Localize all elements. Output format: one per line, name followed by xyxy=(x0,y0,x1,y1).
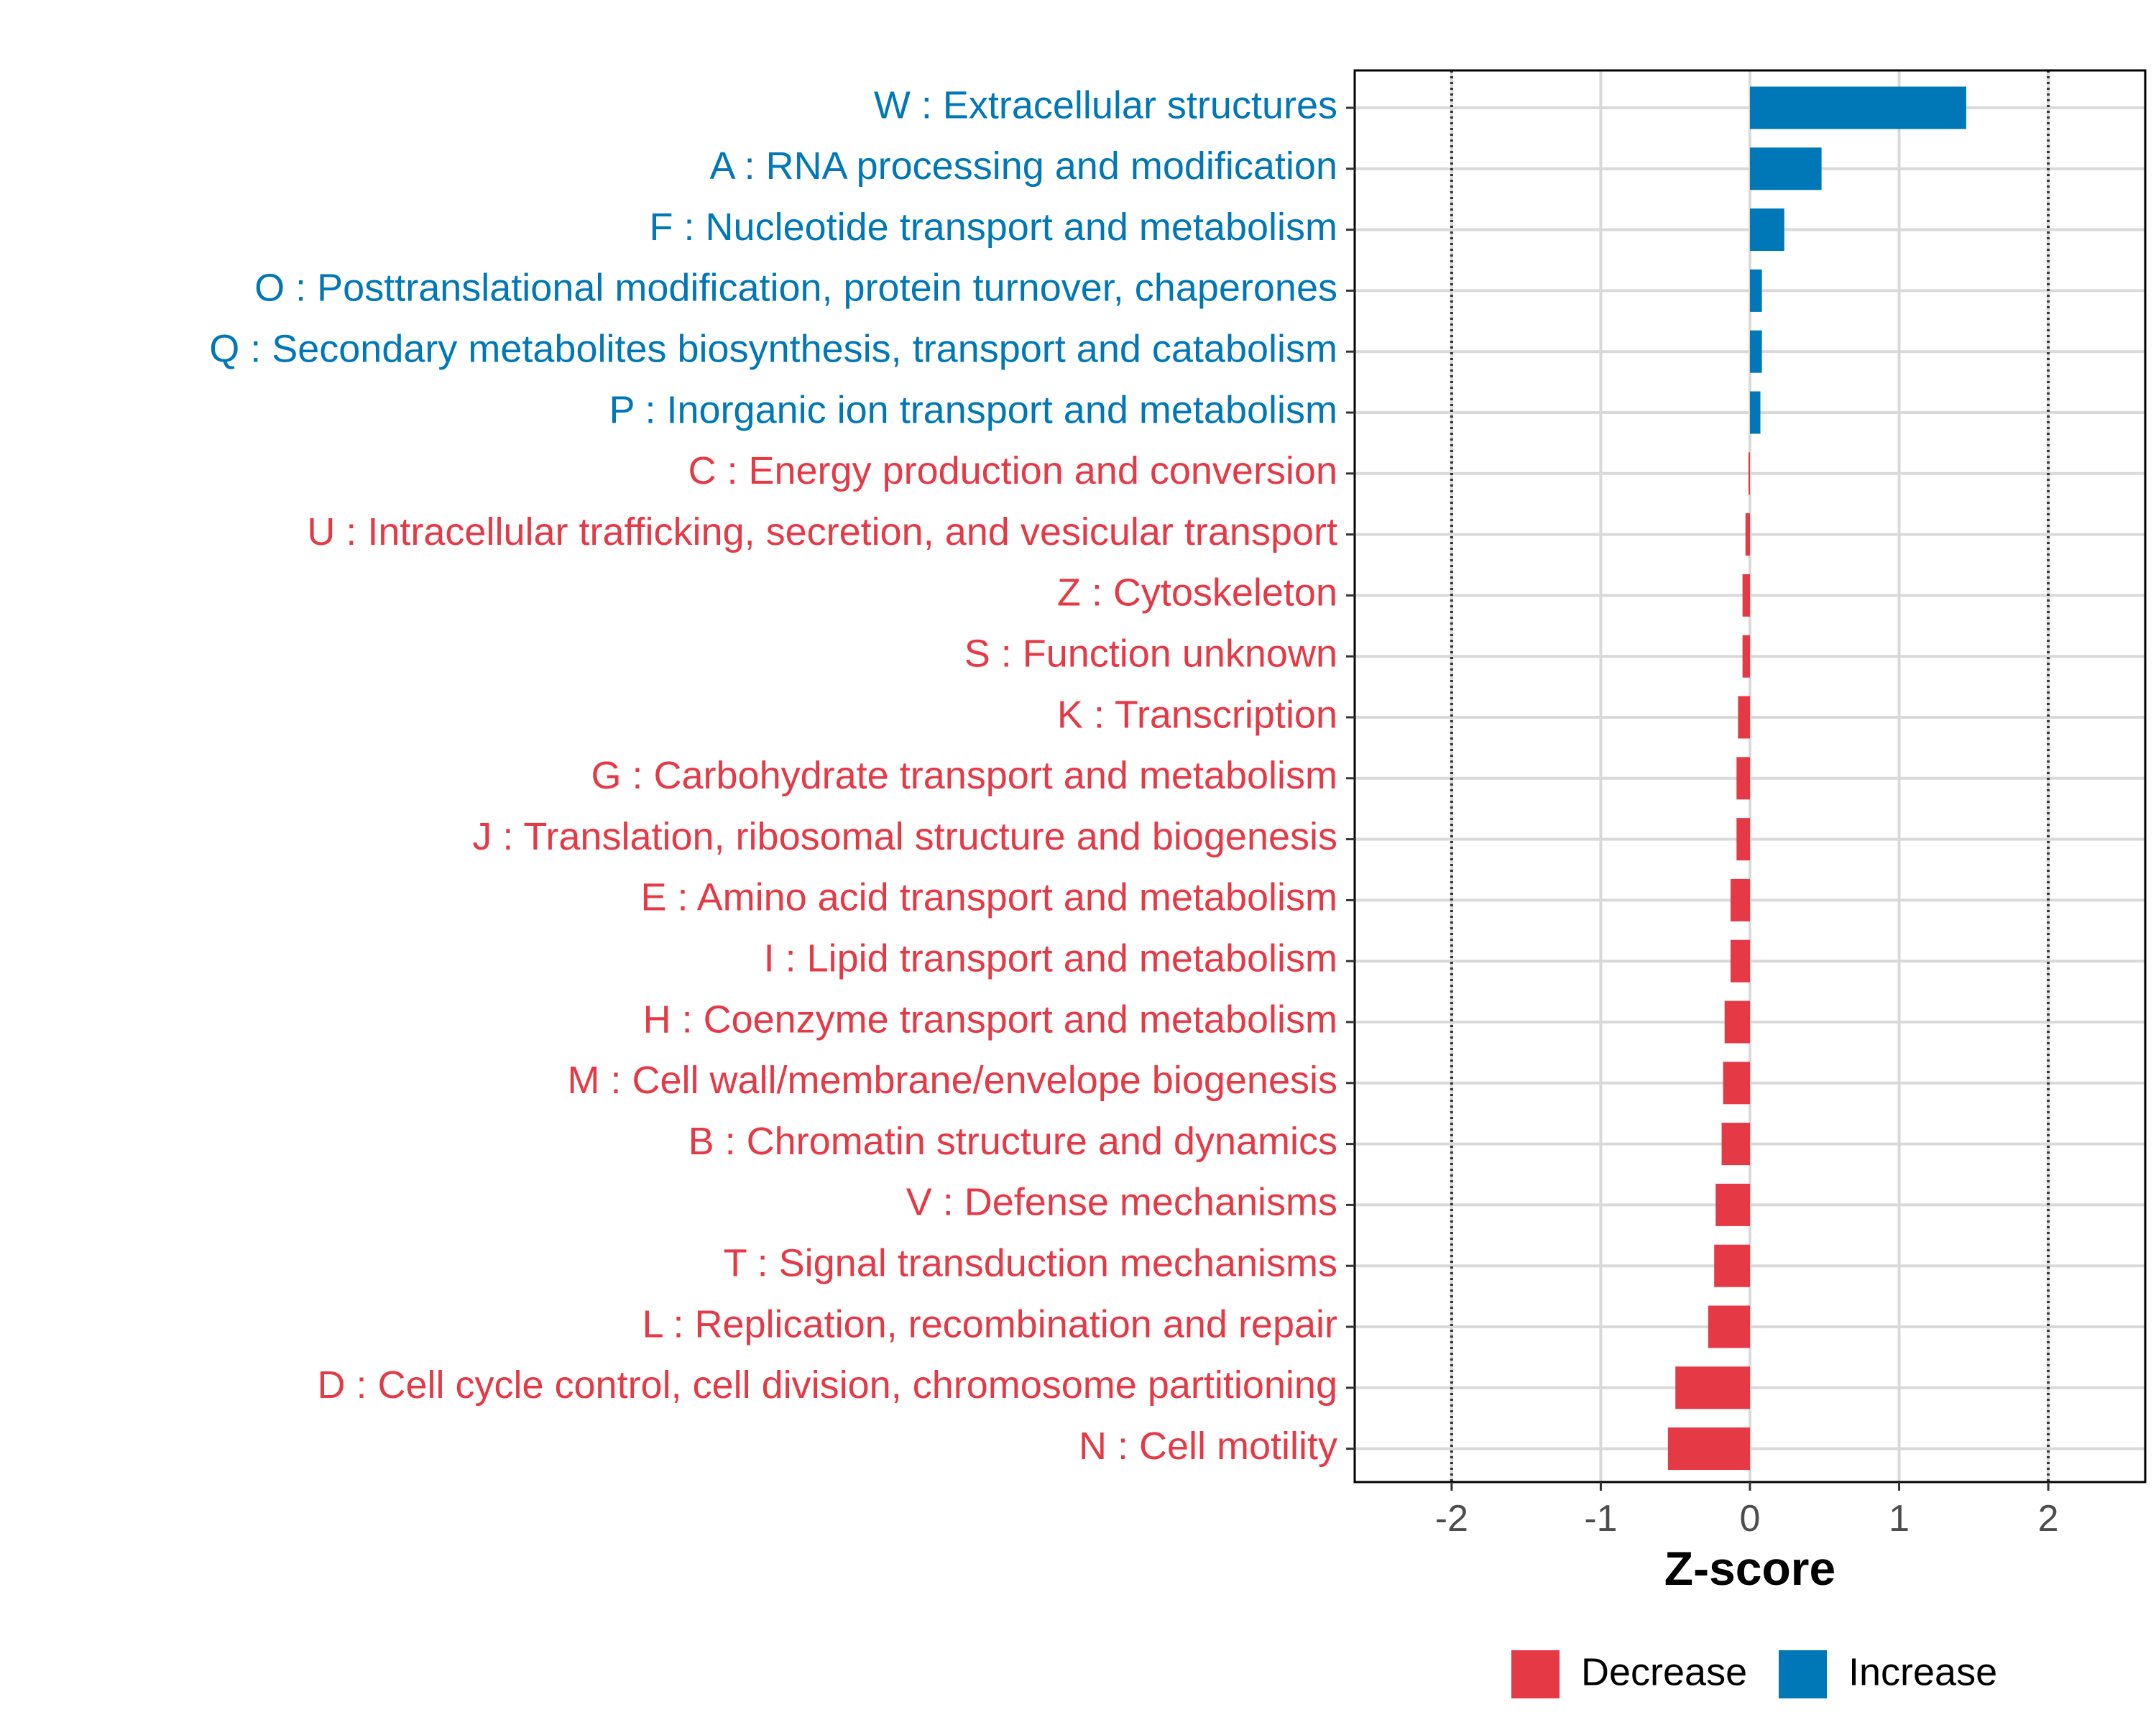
category-label: B : Chromatin structure and dynamics xyxy=(688,1120,1337,1163)
bar xyxy=(1750,391,1761,434)
legend-swatch-decrease xyxy=(1511,1650,1560,1698)
category-label: O : Posttranslational modification, prot… xyxy=(254,267,1337,310)
category-label: W : Extracellular structures xyxy=(874,83,1337,126)
bar xyxy=(1723,1062,1750,1105)
category-label: V : Defense mechanisms xyxy=(906,1181,1337,1224)
category-label: I : Lipid transport and metabolism xyxy=(764,937,1337,980)
bar xyxy=(1738,696,1750,739)
x-tick-label: -2 xyxy=(1435,1498,1468,1540)
x-tick-label: -1 xyxy=(1584,1498,1617,1540)
category-label: U : Intracellular trafficking, secretion… xyxy=(307,510,1337,553)
category-label: Z : Cytoskeleton xyxy=(1057,571,1337,615)
category-label: D : Cell cycle control, cell division, c… xyxy=(317,1363,1337,1407)
bar xyxy=(1750,147,1822,190)
x-tick-label: 2 xyxy=(2038,1498,2059,1540)
legend-label-increase: Increase xyxy=(1848,1650,1997,1693)
bar xyxy=(1750,86,1966,129)
bar xyxy=(1748,452,1750,495)
category-labels: W : Extracellular structures A : RNA proc… xyxy=(209,83,1337,1468)
x-tick-label: 0 xyxy=(1740,1498,1761,1540)
category-label: T : Signal transduction mechanisms xyxy=(724,1241,1337,1284)
bar xyxy=(1715,1183,1750,1226)
bar xyxy=(1675,1366,1750,1409)
bar xyxy=(1736,757,1750,800)
bars xyxy=(1667,86,1966,1471)
category-label: H : Coenzyme transport and metabolism xyxy=(643,998,1337,1041)
category-label: E : Amino acid transport and metabolism xyxy=(641,876,1337,919)
y-axis-ticks xyxy=(1346,106,1355,1450)
category-label: M : Cell wall/membrane/envelope biogenes… xyxy=(567,1059,1337,1102)
bar xyxy=(1745,513,1750,556)
bar xyxy=(1721,1123,1750,1166)
bar xyxy=(1731,939,1750,983)
bar xyxy=(1736,818,1750,861)
category-label: F : Nucleotide transport and metabolism xyxy=(650,206,1337,249)
category-label: N : Cell motility xyxy=(1079,1425,1337,1468)
category-label: J : Translation, ribosomal structure and… xyxy=(472,815,1337,858)
bar xyxy=(1667,1427,1750,1471)
bar xyxy=(1714,1244,1750,1287)
bar xyxy=(1750,208,1784,252)
legend-label-decrease: Decrease xyxy=(1581,1650,1747,1693)
x-tick-label: 1 xyxy=(1889,1498,1909,1540)
bar xyxy=(1742,574,1750,617)
bar xyxy=(1724,1000,1750,1044)
category-label: K : Transcription xyxy=(1057,693,1337,736)
legend: Decrease Increase xyxy=(1511,1650,1997,1698)
bar xyxy=(1708,1305,1750,1348)
bar xyxy=(1750,330,1762,373)
bar xyxy=(1742,635,1750,678)
x-axis-ticks: -2 -1 0 1 2 xyxy=(1435,1482,2059,1540)
legend-swatch-increase xyxy=(1779,1650,1827,1698)
category-label: L : Replication, recombination and repai… xyxy=(642,1302,1337,1346)
category-label: G : Carbohydrate transport and metabolis… xyxy=(591,754,1338,797)
category-label: P : Inorganic ion transport and metaboli… xyxy=(609,388,1337,431)
bar xyxy=(1731,878,1750,921)
category-label: S : Function unknown xyxy=(964,632,1337,675)
category-label: Q : Secondary metabolites biosynthesis, … xyxy=(209,327,1337,370)
category-label: C : Energy production and conversion xyxy=(688,449,1337,492)
category-label: A : RNA processing and modification xyxy=(710,144,1337,188)
bar xyxy=(1750,269,1762,312)
x-axis-title: Z-score xyxy=(1664,1542,1835,1595)
